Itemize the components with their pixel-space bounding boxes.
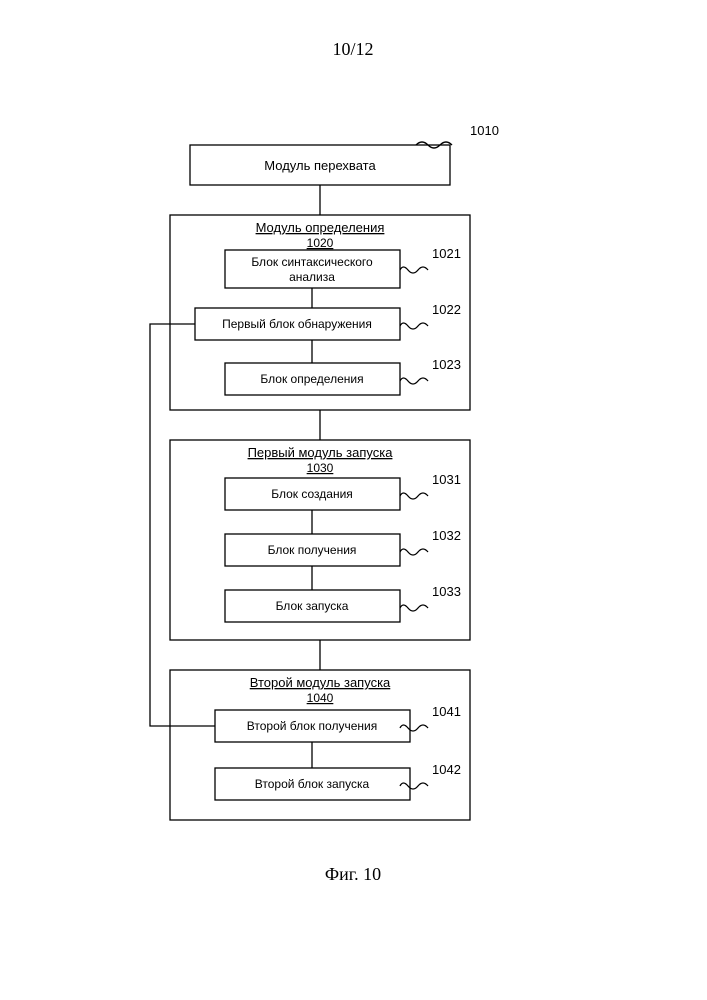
module-first-ref: 1030 bbox=[307, 461, 334, 475]
ref-1022: 1022 bbox=[432, 302, 461, 317]
squiggle-1041 bbox=[400, 725, 428, 731]
block-1033-label1: Блок запуска bbox=[276, 599, 349, 613]
ref-1032: 1032 bbox=[432, 528, 461, 543]
block-1031-label1: Блок создания bbox=[271, 487, 353, 501]
module-det-title: Модуль определения bbox=[256, 220, 385, 235]
squiggle-1023 bbox=[400, 378, 428, 384]
ref-1031: 1031 bbox=[432, 472, 461, 487]
ref-1021: 1021 bbox=[432, 246, 461, 261]
ref-1041: 1041 bbox=[432, 704, 461, 719]
ref-1010: 1010 bbox=[470, 123, 499, 138]
edge-1022-to-1041 bbox=[150, 324, 215, 726]
squiggle-1032 bbox=[400, 549, 428, 555]
squiggle-1031 bbox=[400, 493, 428, 499]
squiggle-1033 bbox=[400, 605, 428, 611]
block-1021-label2: анализа bbox=[289, 270, 335, 284]
ref-1033: 1033 bbox=[432, 584, 461, 599]
squiggle-1022 bbox=[400, 323, 428, 329]
ref-1023: 1023 bbox=[432, 357, 461, 372]
page-number: 10/12 bbox=[332, 39, 373, 59]
block-1042-label1: Второй блок запуска bbox=[255, 777, 370, 791]
module-second-title: Второй модуль запуска bbox=[250, 675, 391, 690]
block-1023-label1: Блок определения bbox=[260, 372, 363, 386]
block-1041-label1: Второй блок получения bbox=[247, 719, 377, 733]
squiggle-1021 bbox=[400, 267, 428, 273]
squiggle-1042 bbox=[400, 783, 428, 789]
module-second-ref: 1040 bbox=[307, 691, 334, 705]
page: 10/12 1010 Модуль перехвата Модуль опред… bbox=[0, 0, 707, 1000]
diagram-svg: 10/12 1010 Модуль перехвата Модуль опред… bbox=[0, 0, 707, 1000]
module-first-title: Первый модуль запуска bbox=[248, 445, 394, 460]
block-1022-label1: Первый блок обнаружения bbox=[222, 317, 372, 331]
figure-caption: Фиг. 10 bbox=[325, 864, 381, 884]
block-1032-label1: Блок получения bbox=[268, 543, 357, 557]
block-1021-label1: Блок синтаксического bbox=[251, 255, 373, 269]
top-module-label: Модуль перехвата bbox=[264, 158, 376, 173]
module-det-ref: 1020 bbox=[307, 236, 334, 250]
ref-1042: 1042 bbox=[432, 762, 461, 777]
